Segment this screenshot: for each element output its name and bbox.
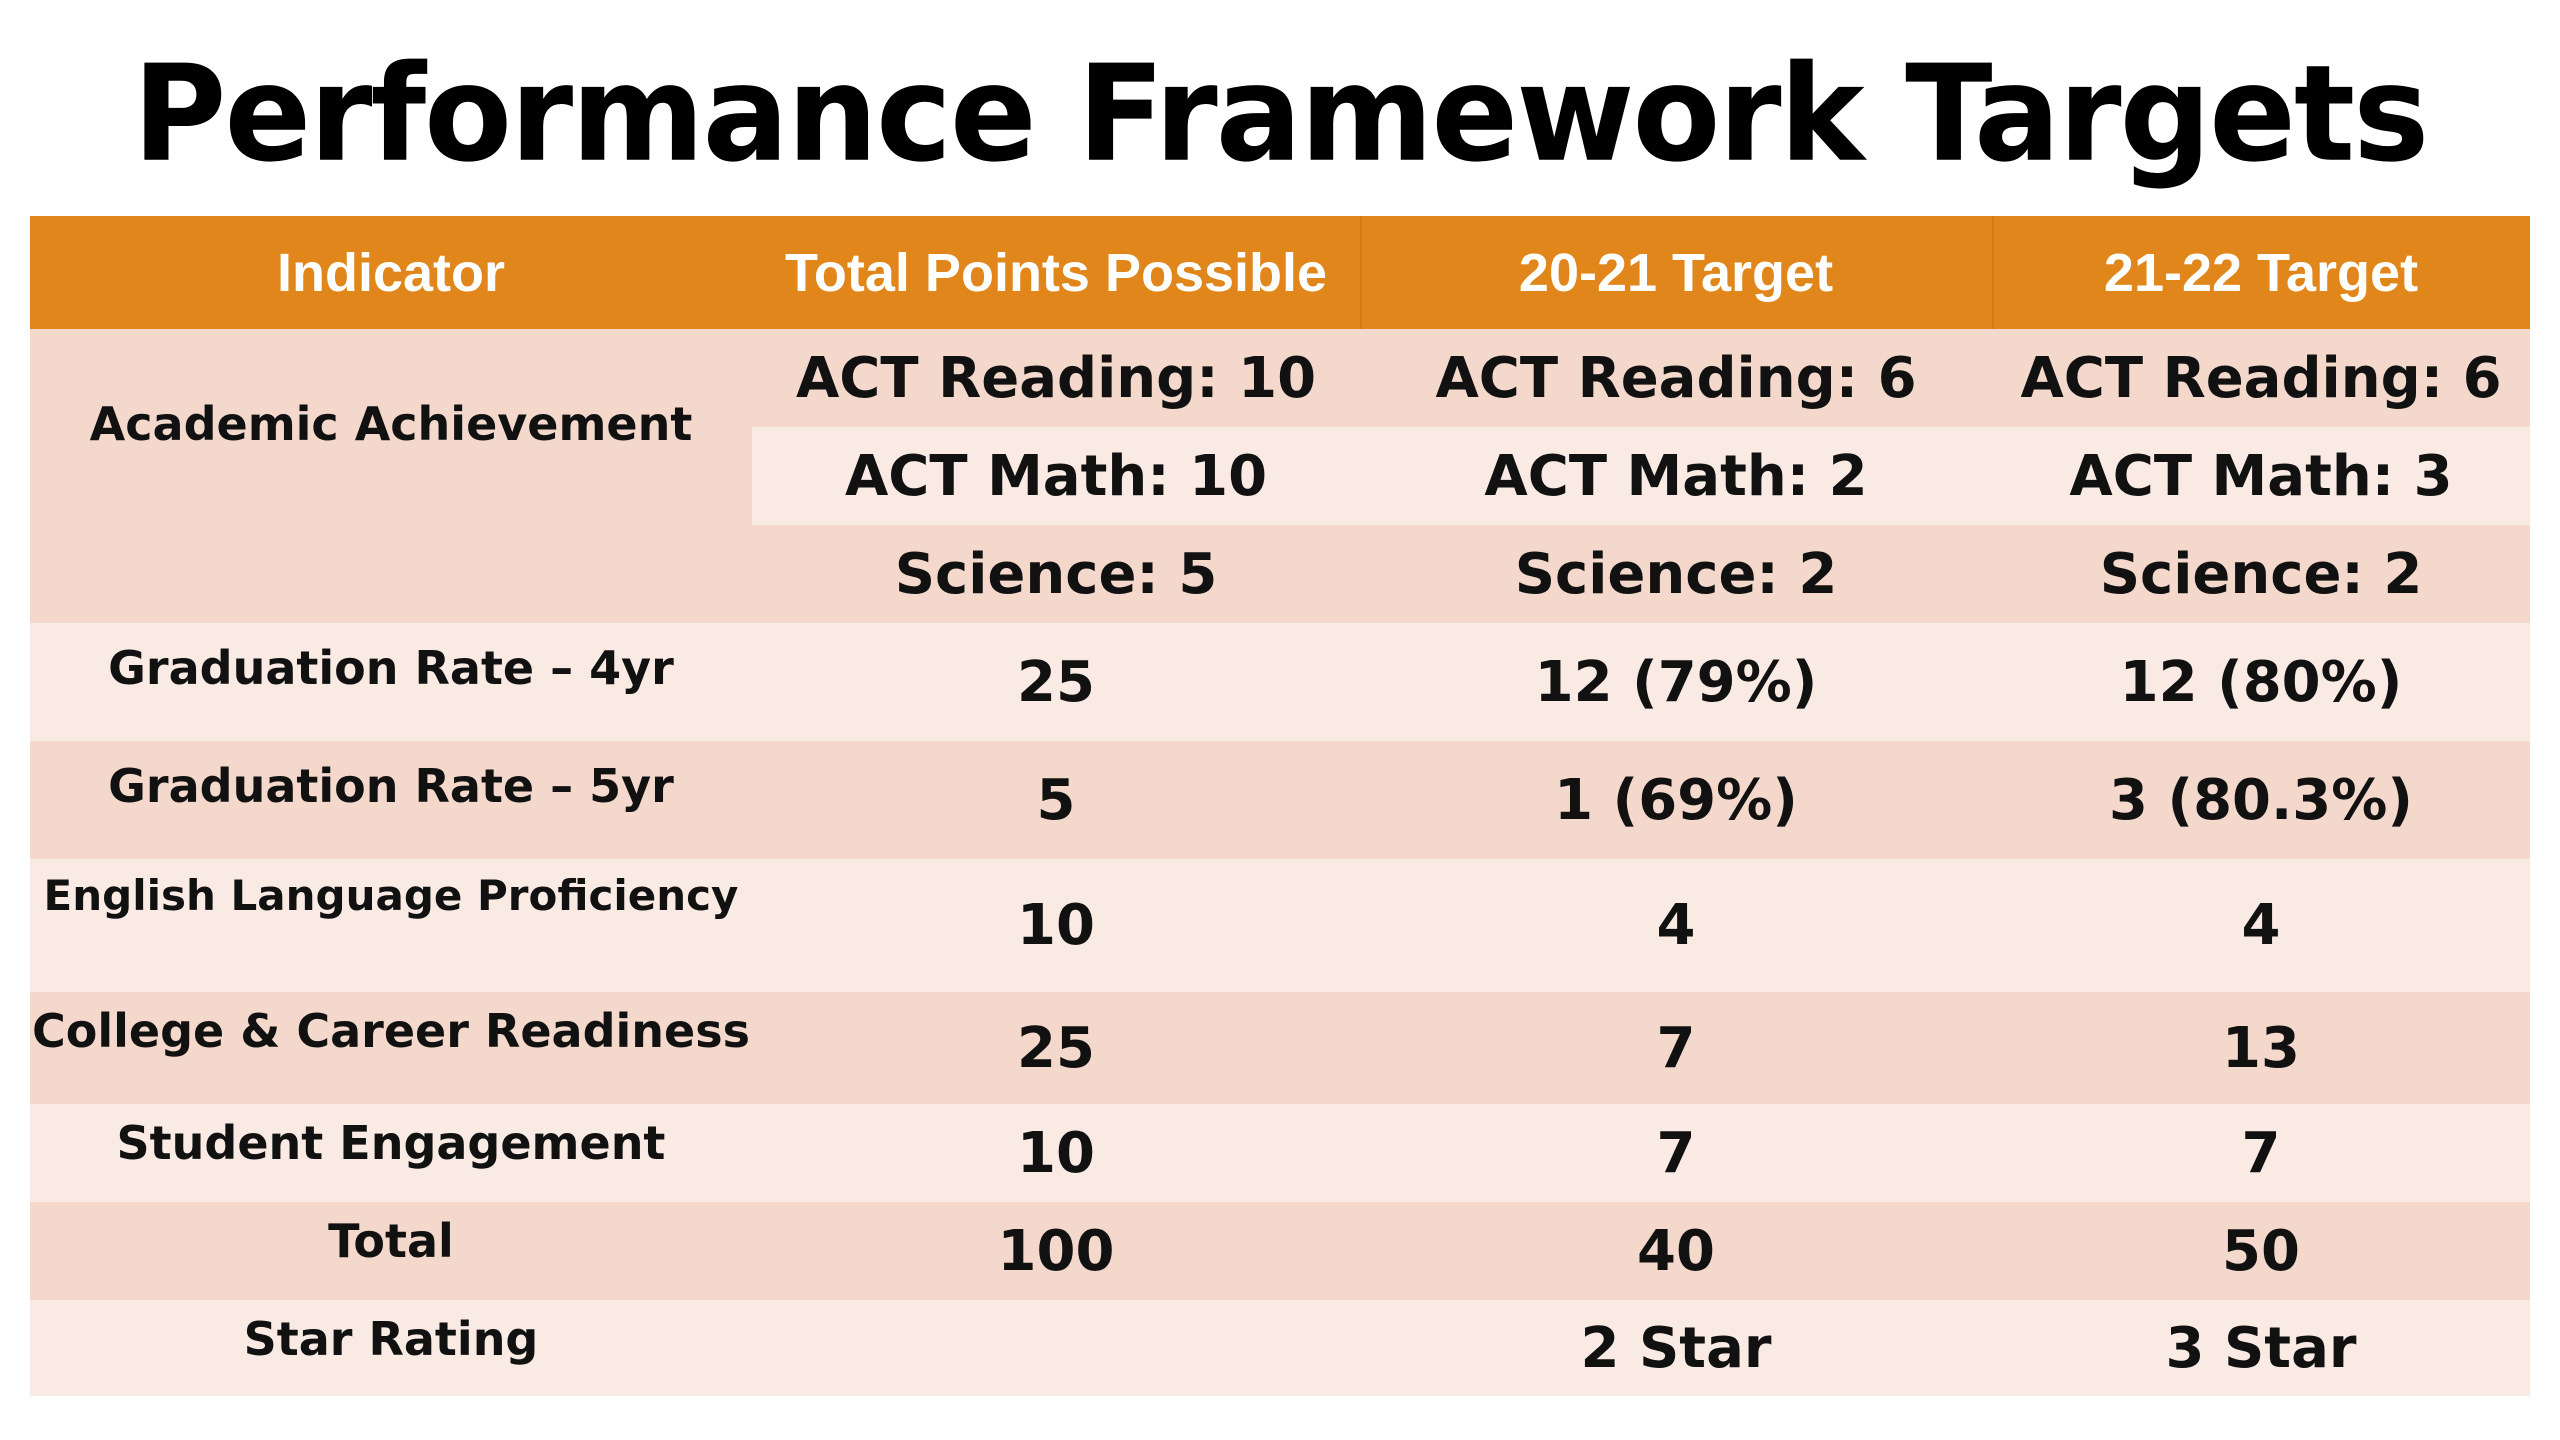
row-band: [30, 525, 2530, 623]
engagement-target-2122: 7: [2241, 1120, 2281, 1186]
science-target-2122: Science: 2: [2099, 541, 2423, 607]
grad-4yr-target-2021: 12 (79%): [1534, 649, 1818, 715]
row-label-text: Star Rating: [243, 1312, 539, 1366]
elp-target-2122: 4: [2241, 893, 2281, 958]
grad-5yr-target-2122: 3 (80.3%): [2109, 767, 2413, 833]
row-label-engagement: Student Engagement: [30, 1104, 752, 1202]
act-math-target-2021: ACT Math: 2: [1484, 443, 1868, 509]
header-divider: [1360, 216, 1362, 329]
row-label-text: English Language Proficiency: [43, 871, 739, 920]
header-target-2021: 20-21 Target: [1518, 242, 1834, 303]
header-indicator: Indicator: [276, 242, 506, 303]
grad-4yr-target-2122: 12 (80%): [2119, 649, 2403, 715]
academic-achievement-label: Academic Achievement: [30, 329, 752, 623]
total-target-2021: 40: [1637, 1218, 1715, 1284]
header-target-2122: 21-22 Target: [2103, 242, 2419, 303]
row-label-text: Graduation Rate – 4yr: [108, 641, 674, 695]
row-label-text: College & Career Readiness: [31, 1004, 750, 1058]
row-label-text: Student Engagement: [116, 1116, 666, 1170]
ccr-target-2021: 7: [1656, 1015, 1696, 1081]
engagement-target-2021: 7: [1656, 1120, 1696, 1186]
row-band: [30, 992, 2530, 1104]
elp-total: 10: [1017, 893, 1095, 958]
row-band: [30, 623, 2530, 741]
row-label-ccr: College & Career Readiness: [30, 992, 752, 1104]
row-band: [30, 859, 2530, 992]
star-rating-total: [752, 1300, 1360, 1396]
grad-5yr-total: 5: [1036, 767, 1076, 833]
row-band: [30, 1104, 2530, 1202]
grad-4yr-total: 25: [1017, 649, 1095, 715]
academic-achievement-text: Academic Achievement: [89, 397, 693, 451]
targets-table: Indicator Total Points Possible 20-21 Ta…: [30, 216, 2530, 1396]
engagement-total: 10: [1017, 1120, 1095, 1186]
total-points: 100: [997, 1218, 1115, 1284]
star-rating-target-2021: 2 Star: [1580, 1315, 1772, 1381]
row-label-grad-4yr: Graduation Rate – 4yr: [30, 623, 752, 741]
star-rating-target-2122: 3 Star: [2165, 1315, 2357, 1381]
header-divider: [1992, 216, 1994, 329]
table-header-row: Indicator Total Points Possible 20-21 Ta…: [30, 216, 2530, 329]
ccr-target-2122: 13: [2222, 1015, 2300, 1081]
page-title: Performance Framework Targets: [132, 37, 2430, 192]
row-label-text: Total: [328, 1214, 454, 1268]
act-math-target-2122: ACT Math: 3: [2069, 443, 2453, 509]
row-band-subrow: [752, 427, 2530, 525]
row-band: [30, 1300, 2530, 1396]
row-label-text: Graduation Rate – 5yr: [108, 759, 674, 813]
header-total-points: Total Points Possible: [784, 242, 1328, 303]
grad-5yr-target-2021: 1 (69%): [1554, 767, 1798, 833]
total-target-2122: 50: [2222, 1218, 2300, 1284]
act-reading-target-2122: ACT Reading: 6: [2020, 345, 2502, 411]
row-label-star-rating: Star Rating: [30, 1300, 752, 1396]
ccr-total: 25: [1017, 1015, 1095, 1081]
row-label-elp: English Language Proficiency: [30, 859, 752, 992]
act-reading-target-2021: ACT Reading: 6: [1435, 345, 1917, 411]
elp-target-2021: 4: [1656, 893, 1696, 958]
act-math-total: ACT Math: 10: [844, 443, 1268, 509]
row-label-total: Total: [30, 1202, 752, 1300]
row-band: [30, 1202, 2530, 1300]
science-total: Science: 5: [894, 541, 1218, 607]
science-target-2021: Science: 2: [1514, 541, 1838, 607]
act-reading-total: ACT Reading: 10: [795, 345, 1317, 411]
row-band: [30, 741, 2530, 859]
row-band: [30, 329, 2530, 427]
row-label-grad-5yr: Graduation Rate – 5yr: [30, 741, 752, 859]
